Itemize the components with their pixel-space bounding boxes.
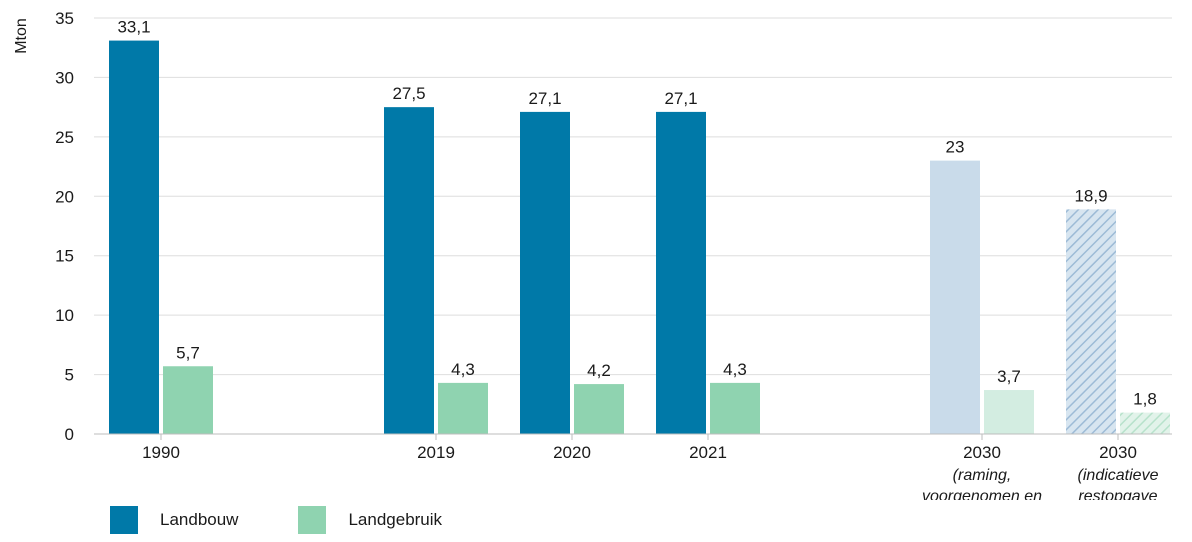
x-tick-label: 2030 <box>963 443 1001 462</box>
bars <box>109 40 1170 435</box>
legend-swatch-landbouw <box>110 506 138 534</box>
x-tick-label: 2020 <box>553 443 591 462</box>
value-label: 4,3 <box>723 360 747 379</box>
value-labels: 33,1 5,7 27,5 4,3 27,1 4,2 27,1 4,3 23 3,7 18,9 1,8 <box>117 18 1156 409</box>
value-label: 23 <box>946 138 965 157</box>
x-tick-label: 1990 <box>142 443 180 462</box>
bar-landbouw-2 <box>520 111 570 434</box>
bar-landgebruik-4 <box>984 390 1034 434</box>
y-tick-label: 35 <box>55 9 74 28</box>
y-axis: 0 5 10 15 20 25 30 35 Mton <box>13 9 74 444</box>
value-label: 1,8 <box>1133 390 1157 409</box>
bar-landbouw-1 <box>384 107 434 435</box>
x-tick-label: 2030 <box>1099 443 1137 462</box>
x-tick-note: (indicatieve <box>1078 467 1159 484</box>
legend-label-landgebruik: Landgebruik <box>348 510 443 529</box>
y-tick-label: 0 <box>65 425 74 444</box>
value-label: 27,5 <box>392 84 425 103</box>
value-label: 33,1 <box>117 18 150 37</box>
bar-landbouw-5 <box>1066 209 1116 434</box>
legend-label-landbouw: Landbouw <box>160 510 239 529</box>
bar-landgebruik-2 <box>574 384 624 434</box>
value-label: 18,9 <box>1074 186 1107 205</box>
value-label: 5,7 <box>176 343 200 362</box>
legend-item-landgebruik: Landgebruik <box>298 506 442 534</box>
value-label: 3,7 <box>997 367 1021 386</box>
bar-landbouw-0 <box>109 40 159 434</box>
value-label: 4,3 <box>451 360 475 379</box>
value-label: 27,1 <box>528 89 561 108</box>
x-tick-note: voorgenomen en <box>922 488 1042 500</box>
bar-chart: 0 5 10 15 20 25 30 35 Mton 33,1 5,7 27,5 4,3 27,1 4,2… <box>13 9 1172 500</box>
y-axis-label: Mton <box>13 18 30 54</box>
value-label: 27,1 <box>664 89 697 108</box>
y-tick-label: 25 <box>55 128 74 147</box>
y-tick-label: 10 <box>55 306 74 325</box>
y-tick-label: 15 <box>55 247 74 266</box>
bar-landgebruik-3 <box>710 382 760 434</box>
legend-item-landbouw: Landbouw <box>110 506 238 534</box>
gridlines <box>94 17 1172 376</box>
y-tick-label: 30 <box>55 68 74 87</box>
bar-landgebruik-5 <box>1120 412 1170 434</box>
y-tick-label: 20 <box>55 187 74 206</box>
x-tick-note: (raming, <box>953 467 1012 484</box>
x-tick-label: 2021 <box>689 443 727 462</box>
legend: Landbouw Landgebruik <box>110 506 442 534</box>
x-axis: 1990 2019 2020 2021 2030 (raming, voorgenomen … <box>94 433 1172 500</box>
bar-landbouw-3 <box>656 111 706 434</box>
x-tick-note: restopgave <box>1078 488 1157 500</box>
y-tick-label: 5 <box>65 366 74 385</box>
bar-landgebruik-0 <box>163 366 213 434</box>
value-label: 4,2 <box>587 361 611 380</box>
x-tick-label: 2019 <box>417 443 455 462</box>
bar-landbouw-4 <box>930 160 980 434</box>
legend-swatch-landgebruik <box>298 506 327 534</box>
bar-landgebruik-1 <box>438 382 488 434</box>
